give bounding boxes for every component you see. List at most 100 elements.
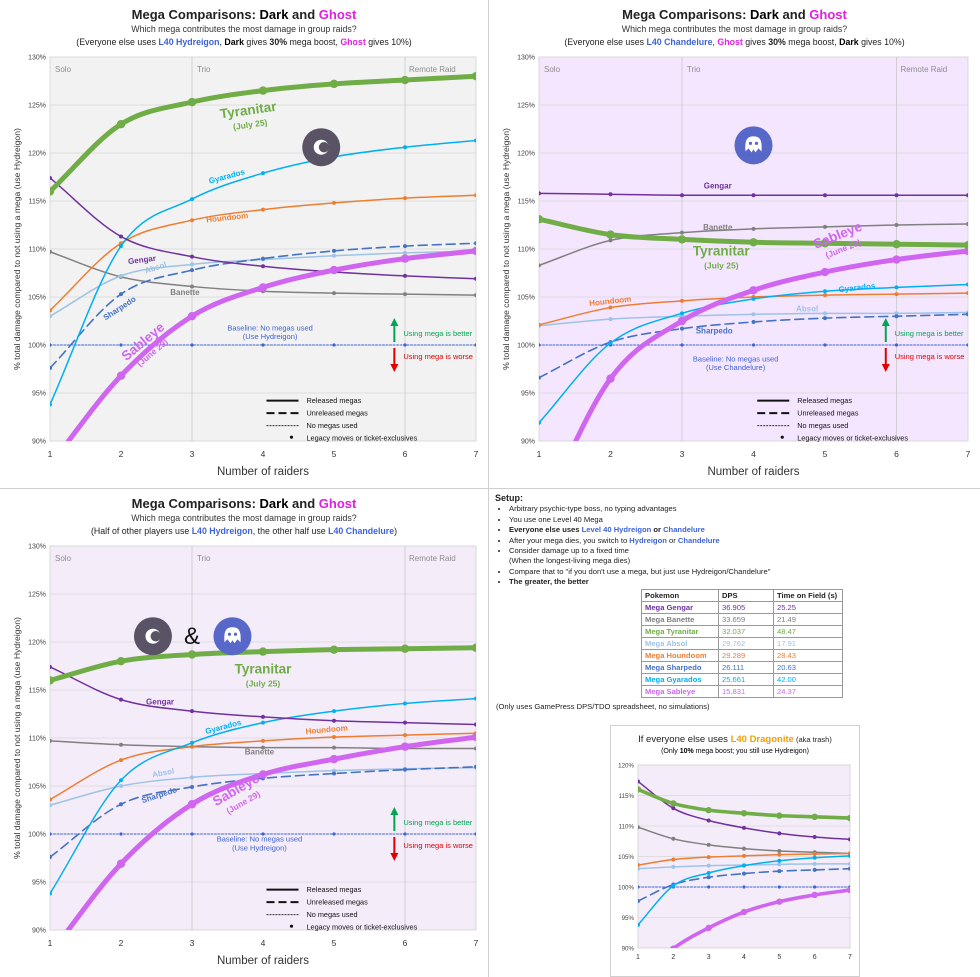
x-tick-label: 6 [813, 954, 817, 961]
worse-label: Using mega is worse [403, 841, 473, 850]
data-point-gyarados [474, 696, 476, 701]
chart-note: (Everyone else uses L40 Chandelure, Ghos… [564, 37, 904, 47]
data-point-sharpedo [706, 875, 711, 880]
x-tick-label: 4 [742, 954, 746, 961]
data-point-tyranitar [258, 647, 268, 656]
worse-label: Using mega is worse [895, 352, 965, 361]
data-point-sableye [329, 754, 339, 764]
dark-type-icon [302, 128, 341, 167]
data-point-gengar [261, 714, 265, 719]
chart-title-prefix: Mega Comparisons: [132, 496, 260, 511]
chart-dragonite: If everyone else uses L40 Dragonite (aka… [610, 725, 860, 977]
setup-item: The greater, the better [509, 577, 975, 587]
data-point-baseline [813, 885, 817, 889]
data-point-houndoom [706, 855, 711, 860]
setup-item: Everyone else uses Level 40 Hydreigon or… [509, 525, 975, 535]
chart-title-highlight: L40 Dragonite [731, 734, 794, 745]
data-point-baseline [261, 343, 265, 347]
panel-divider-horizontal [0, 488, 980, 489]
data-point-houndoom [261, 738, 265, 743]
data-point-gyarados [261, 720, 265, 725]
x-tick-label: 1 [636, 954, 640, 961]
data-point-absol [777, 862, 782, 867]
data-point-gengar [119, 234, 123, 239]
setup-text: You use one Level 40 Mega [509, 514, 603, 524]
data-point-gengar [823, 193, 827, 198]
data-point-baseline [894, 343, 899, 347]
baseline-label: Baseline: No megas used [227, 324, 312, 333]
data-point-gyarados [706, 870, 711, 875]
setup-text: or [651, 525, 664, 535]
chart-subtitle: Which mega contributes the most damage i… [131, 513, 357, 523]
dark-icon-shadow [318, 142, 330, 153]
data-point-sableye [187, 800, 197, 809]
data-point-sableye [846, 886, 850, 894]
data-point-gyarados [119, 778, 123, 783]
setup-item: Compare that to "if you don't use a mega… [509, 567, 975, 577]
data-point-houndoom [190, 744, 194, 749]
data-point-banette [474, 746, 476, 751]
data-point-absol [50, 803, 52, 808]
x-tick-label: 5 [332, 938, 337, 948]
data-point-sharpedo [190, 784, 194, 789]
data-point-tyranitar [606, 230, 615, 239]
y-axis-label: % total damage compared to not using a m… [501, 128, 511, 370]
data-point-sharpedo [742, 871, 746, 876]
table-header: Time on Field (s) [773, 589, 843, 602]
x-axis-label: Number of raiders [707, 466, 799, 478]
data-point-sharpedo [50, 855, 52, 860]
data-point-absol [608, 317, 613, 322]
data-point-tyranitar [116, 657, 126, 666]
x-tick-label: 7 [848, 954, 852, 961]
data-point-tyranitar [258, 86, 268, 95]
data-point-sableye [471, 732, 476, 742]
y-tick-label: 115% [29, 199, 46, 206]
data-point-sharpedo [966, 312, 968, 317]
data-point-sharpedo [680, 326, 684, 331]
table-row: Mega Gyarados 25.661 42.00 [641, 673, 843, 686]
ghost-type-icon [213, 617, 252, 656]
data-point-gengar [190, 254, 194, 259]
data-point-sableye [740, 908, 748, 916]
data-point-banette [751, 226, 756, 231]
data-point-sableye [258, 283, 268, 292]
x-tick-label: 1 [48, 449, 53, 459]
ghost-icon-body [224, 627, 241, 644]
chart-note-text: (Half of other players use [91, 526, 192, 536]
series-label-gyarados: Gyarados [838, 281, 876, 294]
setup-text-hydreigon: Level 40 Hydreigon [581, 525, 652, 535]
data-point-absol [751, 312, 756, 317]
table-cell-time: 24.37 [773, 685, 843, 698]
y-tick-label: 105% [517, 295, 535, 302]
data-point-gengar [474, 722, 476, 727]
legend-label: Legacy moves or ticket-exclusives [307, 434, 418, 443]
data-point-gengar [608, 192, 613, 197]
y-tick-label: 130% [517, 55, 535, 62]
x-tick-label: 6 [403, 449, 408, 459]
data-point-gengar [966, 193, 968, 198]
data-point-baseline [966, 343, 968, 347]
data-point-gyarados [777, 858, 782, 863]
worse-arrow-head [390, 364, 399, 372]
setup-heading: Setup: [495, 493, 523, 503]
chart-note-text: mega boost, [287, 37, 340, 47]
data-point-sableye [471, 246, 476, 256]
chart-title-and: and [288, 496, 318, 511]
data-point-banette [680, 230, 684, 235]
data-point-gengar [751, 193, 756, 198]
data-point-sharpedo [638, 899, 640, 904]
chart-dark-ghost-hydreigon: Mega Comparisons: Dark and Ghost Which me… [12, 7, 479, 478]
data-point-gengar [638, 779, 640, 784]
data-point-absol [332, 768, 336, 773]
table-row: Mega Sableye 15.831 24.37 [641, 685, 843, 698]
chart-note-boost: 30% [269, 37, 287, 47]
ghost-icon-body [745, 136, 762, 153]
data-point-baseline [474, 343, 476, 347]
data-point-gyarados [332, 709, 336, 714]
data-point-tyranitar [892, 240, 901, 249]
x-tick-label: 5 [823, 449, 828, 459]
data-point-gyarados [50, 402, 52, 407]
worse-arrow-head [390, 853, 399, 861]
setup-text: (When the longest-living mega dies) [509, 556, 631, 566]
data-point-baseline [823, 343, 827, 347]
